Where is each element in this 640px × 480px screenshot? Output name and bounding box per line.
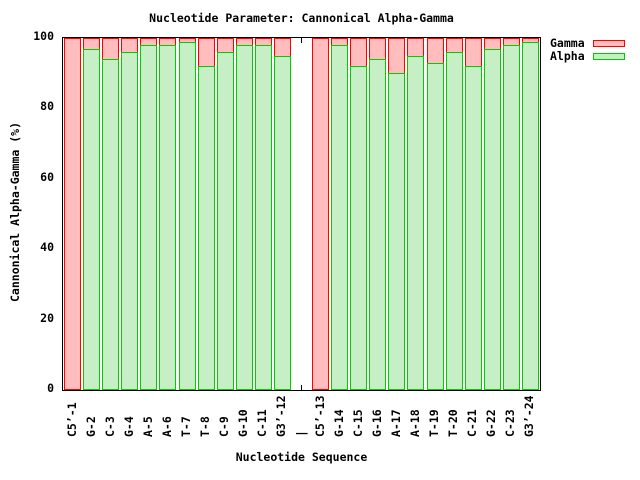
x-tick-label: C-23 [503,409,518,437]
bar-alpha [140,45,158,390]
bar-alpha [331,45,349,390]
legend-row-gamma: Gamma [550,37,625,50]
bar-alpha [502,45,520,390]
legend: Gamma Alpha [550,37,625,63]
y-tick-label: 20 [40,310,54,325]
x-tick-label: G3’-24 [522,395,537,437]
bar-alpha [273,55,291,390]
x-tick-label: T-7 [179,416,194,437]
x-axis-label: Nucleotide Sequence [235,450,368,464]
x-tick-label: G-4 [121,416,136,437]
bar-alpha [369,59,387,390]
x-tick-label: C5’-13 [312,395,327,437]
bar-alpha [407,55,425,390]
plot-area [62,37,541,391]
bar-alpha [464,66,482,390]
x-tick-label: C5’-1 [64,402,79,437]
bar-alpha [102,59,120,390]
x-tick-label: C-11 [255,409,270,437]
x-tick-label: A-18 [407,409,422,437]
legend-label-alpha: Alpha [550,49,585,63]
y-tick-label: 80 [40,99,54,114]
bar-alpha [521,41,539,390]
x-tick-label: C-3 [102,416,117,437]
x-tick-label: G-14 [331,409,346,437]
bar-alpha [388,73,406,390]
bar-gamma [312,38,330,390]
legend-row-alpha: Alpha [550,50,625,63]
x-tick-label: G-2 [83,416,98,437]
x-tick-label: G3’-12 [274,395,289,437]
bar-alpha [83,48,101,390]
legend-label-gamma: Gamma [550,36,585,50]
bar-gamma [64,38,82,390]
x-tick-label: A-17 [388,409,403,437]
bar-alpha [197,66,215,390]
y-tick-label: 0 [47,381,54,395]
x-tick-label: G-22 [484,409,499,437]
bar-alpha [178,41,196,390]
legend-swatch-alpha [593,53,625,60]
x-tick-label: T-20 [446,409,461,437]
x-tick-label: | [293,430,308,437]
x-tick-label: C-15 [350,409,365,437]
x-tick-label: C-21 [465,409,480,437]
bar-alpha [216,52,234,390]
separator-tick [301,38,302,43]
x-tick-label: G-16 [369,409,384,437]
bar-alpha [445,52,463,390]
bar-alpha [483,48,501,390]
x-tick-label: A-6 [159,416,174,437]
y-tick-label: 60 [40,169,54,184]
bar-alpha [159,45,177,390]
y-tick-label: 40 [40,240,54,255]
legend-swatch-gamma [593,40,625,47]
bar-alpha [426,62,444,390]
separator-tick [301,385,302,390]
x-tick-label: C-9 [217,416,232,437]
x-tick-label: A-5 [140,416,155,437]
y-tick-label: 100 [33,29,54,43]
x-tick-label: G-10 [236,409,251,437]
x-tick-label: T-19 [427,409,442,437]
y-axis-label: Cannonical Alpha-Gamma (%) [8,121,22,302]
bar-alpha [121,52,139,390]
x-tick-label: T-8 [198,416,213,437]
chart-title: Nucleotide Parameter: Cannonical Alpha-G… [149,11,454,25]
bar-alpha [235,45,253,390]
bar-alpha [254,45,272,390]
bar-alpha [350,66,368,390]
